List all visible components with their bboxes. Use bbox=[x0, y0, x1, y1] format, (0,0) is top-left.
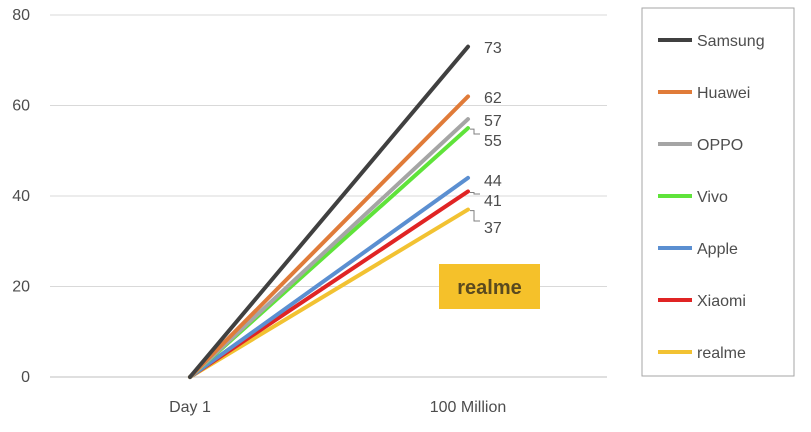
legend-label: realme bbox=[697, 345, 746, 362]
legend-item-vivo: Vivo bbox=[658, 189, 728, 206]
y-tick-label: 80 bbox=[12, 7, 30, 24]
data-label-huawei: 62 bbox=[484, 90, 502, 107]
series-line-realme bbox=[188, 207, 470, 379]
y-tick-label: 60 bbox=[12, 98, 30, 115]
leader-line bbox=[470, 191, 480, 195]
y-tick-label: 40 bbox=[12, 188, 30, 205]
data-label-vivo: 55 bbox=[484, 133, 502, 150]
realme-badge-background bbox=[439, 264, 540, 309]
series-line-apple bbox=[188, 175, 470, 379]
realme-badge-logo-text: realme bbox=[457, 277, 522, 299]
x-tick-label: 100 Million bbox=[430, 399, 506, 416]
data-labels: 73 62 57 55 44 41 37 bbox=[484, 40, 502, 237]
legend-label: Huawei bbox=[697, 85, 750, 102]
legend-label: Apple bbox=[697, 241, 738, 258]
realme-badge: realme bbox=[439, 264, 540, 309]
legend-item-realme: realme bbox=[658, 345, 746, 362]
legend-item-samsung: Samsung bbox=[658, 33, 765, 50]
legend-label: OPPO bbox=[697, 137, 743, 154]
data-label-samsung: 73 bbox=[484, 40, 502, 57]
series-line-oppo bbox=[188, 117, 470, 379]
legend-box bbox=[641, 7, 795, 377]
legend-label: Xiaomi bbox=[697, 293, 746, 310]
legend-label: Vivo bbox=[697, 189, 728, 206]
x-axis-ticks: Day 1 100 Million bbox=[169, 399, 506, 416]
leader-line bbox=[470, 210, 480, 222]
label-leaders bbox=[470, 128, 480, 222]
legend-item-apple: Apple bbox=[658, 241, 738, 258]
data-label-realme: 37 bbox=[484, 220, 502, 237]
y-axis-ticks: 0 20 40 60 80 bbox=[12, 7, 30, 386]
series-line-huawei bbox=[188, 94, 470, 379]
legend-item-xiaomi: Xiaomi bbox=[658, 293, 746, 310]
data-label-oppo: 57 bbox=[484, 113, 502, 130]
data-label-xiaomi: 41 bbox=[484, 193, 502, 210]
leader-line bbox=[470, 128, 480, 135]
y-tick-label: 20 bbox=[12, 279, 30, 296]
series-lines bbox=[188, 44, 470, 379]
legend-item-huawei: Huawei bbox=[658, 85, 750, 102]
y-tick-label: 0 bbox=[21, 369, 30, 386]
legend: Samsung Huawei OPPO Vivo Apple Xiaomi realme bbox=[641, 7, 795, 377]
x-tick-label: Day 1 bbox=[169, 399, 211, 416]
data-label-apple: 44 bbox=[484, 173, 502, 190]
series-line-samsung bbox=[188, 44, 470, 379]
legend-label: Samsung bbox=[697, 33, 765, 50]
legend-item-oppo: OPPO bbox=[658, 137, 743, 154]
gridlines bbox=[50, 14, 607, 378]
